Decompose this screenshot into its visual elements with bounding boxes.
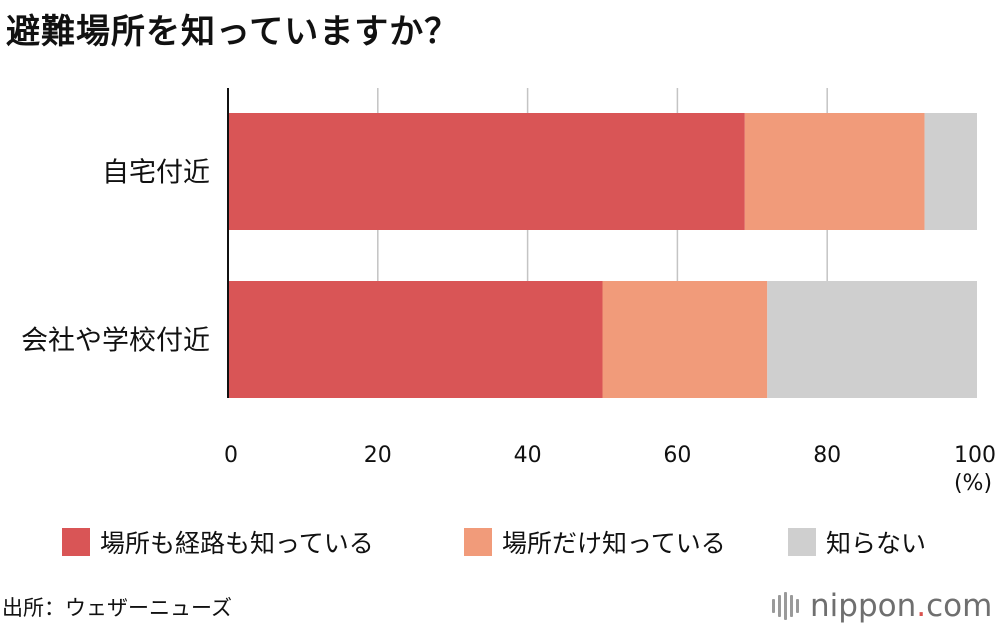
bar-segment [744,113,925,230]
nippon-logo[interactable]: nippon.com [772,586,992,626]
x-unit-label: (%) [954,471,992,496]
legend-swatch [788,528,816,556]
logo-name: nippon [810,588,917,624]
x-tick-label: 80 [813,443,841,468]
x-tick-label: 100 [954,443,996,468]
legend-swatch [464,528,492,556]
x-tick-label: 40 [514,443,542,468]
bar-group [228,113,977,398]
legend-label: 場所も経路も知っている [100,529,374,558]
legend-item-location-only: 場所だけ知っている [464,524,726,560]
legend-label: 場所だけ知っている [502,529,726,558]
bar-segment [924,113,977,230]
legend-item-unknown: 知らない [788,524,926,560]
legend-swatch [62,528,90,556]
logo-bars-icon [772,592,802,620]
x-tick-label: 0 [224,443,238,468]
x-tick-label: 20 [364,443,392,468]
source-note: 出所：ウェザーニューズ [2,596,232,620]
logo-dot: . [916,588,927,624]
bar-segment [602,281,768,398]
x-tick-label: 60 [663,443,691,468]
chart-title: 避難場所を知っていますか？ [6,12,460,52]
bar-segment [228,281,603,398]
legend-item-known-both: 場所も経路も知っている [62,524,374,560]
bar-segment [228,113,745,230]
category-label: 自宅付近 [102,158,210,189]
legend-label: 知らない [826,529,927,558]
bar-segment [767,281,977,398]
legend: 場所も経路も知っている 場所だけ知っている 知らない [0,524,1000,564]
category-label: 会社や学校付近 [21,326,210,357]
logo-tld: com [926,588,993,624]
logo-text: nippon.com [810,588,992,624]
